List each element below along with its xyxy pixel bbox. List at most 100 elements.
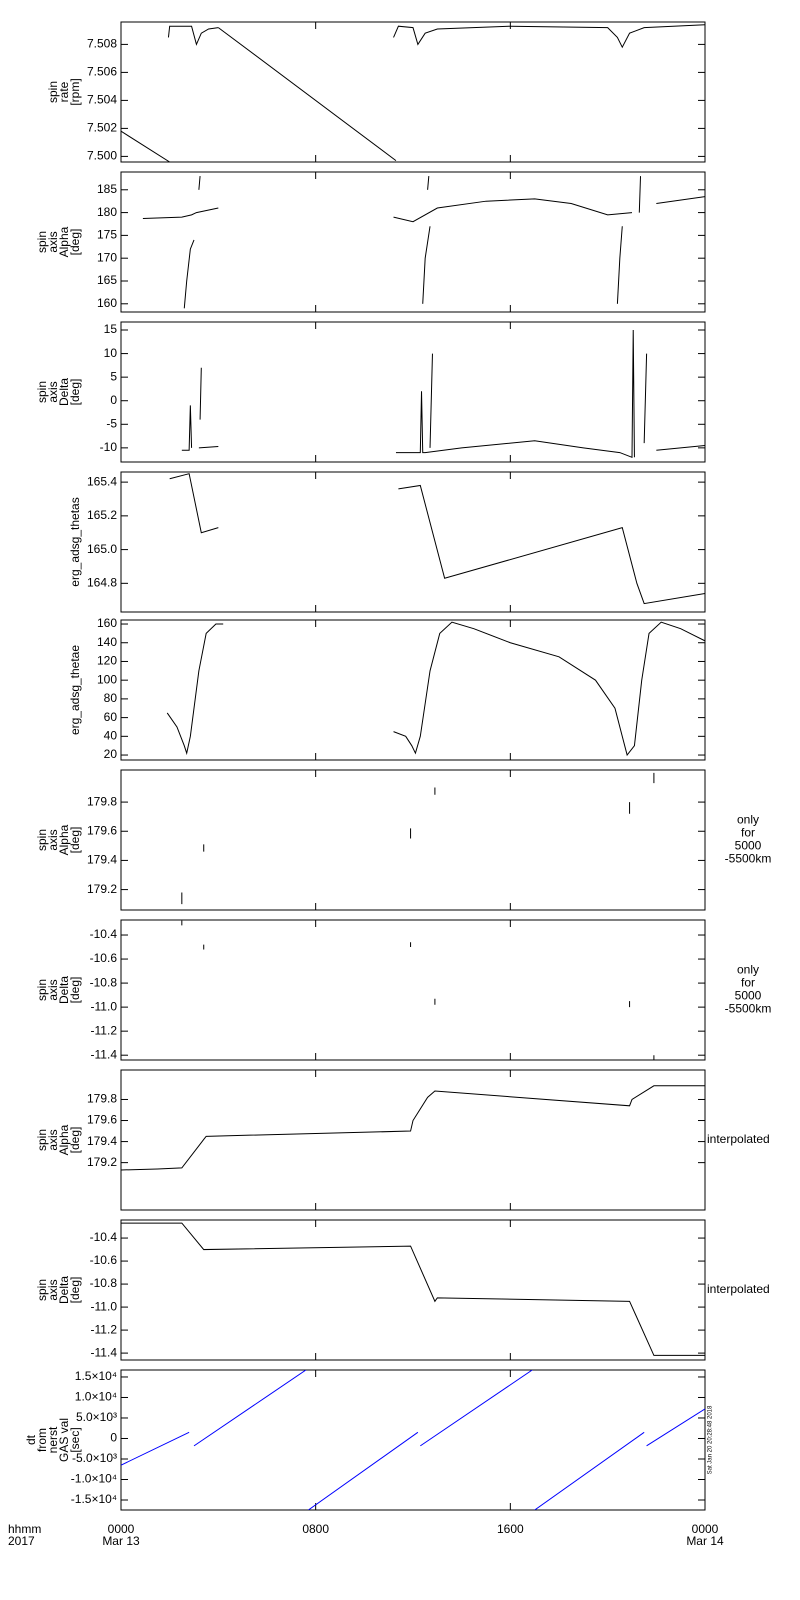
y-axis-label: [sec]	[68, 1427, 82, 1452]
panel-note: -5500km	[725, 1002, 772, 1016]
y-tick-label: 10	[104, 346, 118, 360]
x-tick-label: 1600	[497, 1522, 524, 1536]
y-axis-label: spin	[35, 1129, 49, 1151]
panel: -1.5×10⁴ -1.0×10⁴ -5.0×10³ 0 5.0×10³ 1.0×10⁴ 1…	[8, 1369, 724, 1548]
data-line	[169, 473, 705, 605]
y-axis-label: spin	[46, 81, 60, 103]
y-tick-label: 7.502	[87, 121, 117, 135]
y-tick-label: -10.4	[90, 1230, 118, 1244]
y-axis-label: axis	[46, 979, 60, 1000]
y-tick-label: 165.2	[87, 508, 117, 522]
y-axis-label: from	[35, 1428, 49, 1452]
y-tick-label: 165	[97, 273, 117, 287]
y-tick-label: 60	[104, 710, 118, 724]
y-tick-label: -1.0×10⁴	[71, 1472, 117, 1486]
y-axis-label: [deg]	[68, 1127, 82, 1154]
y-tick-label: 165.4	[87, 474, 117, 488]
y-tick-label: -11.2	[91, 1023, 118, 1037]
y-tick-label: -5.0×10³	[72, 1451, 117, 1465]
panel-note: only	[737, 963, 759, 977]
y-axis-label: Delta	[57, 378, 71, 406]
y-axis-label: spin	[35, 829, 49, 851]
y-tick-label: 160	[97, 296, 117, 310]
plot-frame	[120, 619, 706, 761]
y-tick-label: -10.8	[90, 975, 118, 989]
plot-frame	[120, 471, 706, 613]
y-tick-label: 0	[110, 1431, 117, 1445]
y-axis-label: dt	[24, 1434, 38, 1445]
panel-note: interpolated	[707, 1132, 770, 1146]
y-tick-label: -10	[100, 440, 118, 454]
plot-frame	[120, 1069, 706, 1211]
y-tick-label: 100	[97, 672, 117, 686]
y-tick-label: 120	[97, 654, 117, 668]
data-line	[167, 24, 705, 49]
y-tick-label: -10.6	[90, 951, 118, 965]
y-tick-label: 175	[97, 228, 117, 242]
y-tick-label: 179.2	[87, 882, 117, 896]
y-axis-label: rate	[57, 81, 71, 102]
panel: -11.4 -11.2 -11.0 -10.8 -10.6 -10.4 spinaxisDe…	[35, 919, 772, 1061]
plot-frame	[120, 919, 706, 1061]
y-axis-label: GAS val	[57, 1418, 71, 1462]
y-tick-label: 5	[110, 369, 117, 383]
y-tick-label: -1.5×10⁴	[71, 1492, 117, 1506]
data-line	[121, 1370, 705, 1510]
y-tick-label: 7.500	[87, 149, 117, 163]
y-tick-label: 15	[104, 322, 118, 336]
y-axis-label: Alpha	[57, 226, 71, 257]
y-tick-label: 179.2	[87, 1155, 117, 1169]
panel-note: for	[741, 826, 755, 840]
data-line	[166, 621, 705, 757]
y-axis-label: spin	[35, 979, 49, 1001]
y-tick-label: -10.6	[90, 1253, 118, 1267]
data-line	[121, 1222, 705, 1356]
y-tick-label: -11.2	[91, 1322, 118, 1336]
y-axis-label: erg_adsg_thetae	[68, 645, 82, 735]
y-tick-label: 1.0×10⁴	[75, 1390, 117, 1404]
panel-note: interpolated	[707, 1282, 770, 1296]
data-line	[181, 772, 655, 905]
panel-note: 5000	[735, 839, 762, 853]
timestamp: Sat Jan 20 20:28:48 2018	[708, 1405, 714, 1474]
y-axis-label: [rpm]	[68, 78, 82, 105]
y-axis-label: axis	[46, 1279, 60, 1300]
y-axis-label: axis	[46, 381, 60, 402]
y-tick-label: 164.8	[87, 575, 117, 589]
panel-note: for	[741, 976, 755, 990]
y-axis-label: Delta	[57, 976, 71, 1004]
y-tick-label: -10.8	[90, 1276, 118, 1290]
y-axis-label: Delta	[57, 1276, 71, 1304]
y-tick-label: 179.6	[87, 1113, 117, 1127]
data-line	[142, 176, 705, 309]
plot-frame	[120, 321, 706, 463]
y-tick-label: 170	[97, 250, 117, 264]
y-axis-label: erg_adsg_thetas	[68, 497, 82, 586]
y-tick-label: 80	[104, 691, 118, 705]
y-axis-label: axis	[46, 231, 60, 252]
plot-frame	[120, 21, 706, 163]
y-tick-label: 7.508	[87, 37, 117, 51]
y-tick-label: 20	[104, 747, 118, 761]
y-tick-label: 5.0×10³	[76, 1410, 117, 1424]
x-axis-label: 2017	[8, 1534, 35, 1548]
data-line	[121, 27, 397, 162]
y-axis-label: [deg]	[68, 977, 82, 1004]
x-tick-label: Mar 13	[102, 1534, 140, 1548]
y-tick-label: -11.4	[91, 1345, 118, 1359]
panel: 20 40 60 80 100 120 140 160 erg_adsg_thetae	[68, 616, 706, 761]
y-tick-label: -5	[106, 416, 117, 430]
y-tick-label: -10.4	[90, 927, 118, 941]
y-axis-label: [deg]	[68, 827, 82, 854]
y-tick-label: 0	[110, 393, 117, 407]
y-tick-label: 179.8	[87, 1092, 117, 1106]
y-tick-label: 7.506	[87, 65, 117, 79]
plot-frame	[120, 769, 706, 911]
panel: -11.4 -11.2 -11.0 -10.8 -10.6 -10.4 spinaxisDe…	[35, 1219, 770, 1361]
y-tick-label: 179.6	[87, 823, 117, 837]
data-line	[181, 920, 655, 1060]
plot-frame	[120, 171, 706, 313]
